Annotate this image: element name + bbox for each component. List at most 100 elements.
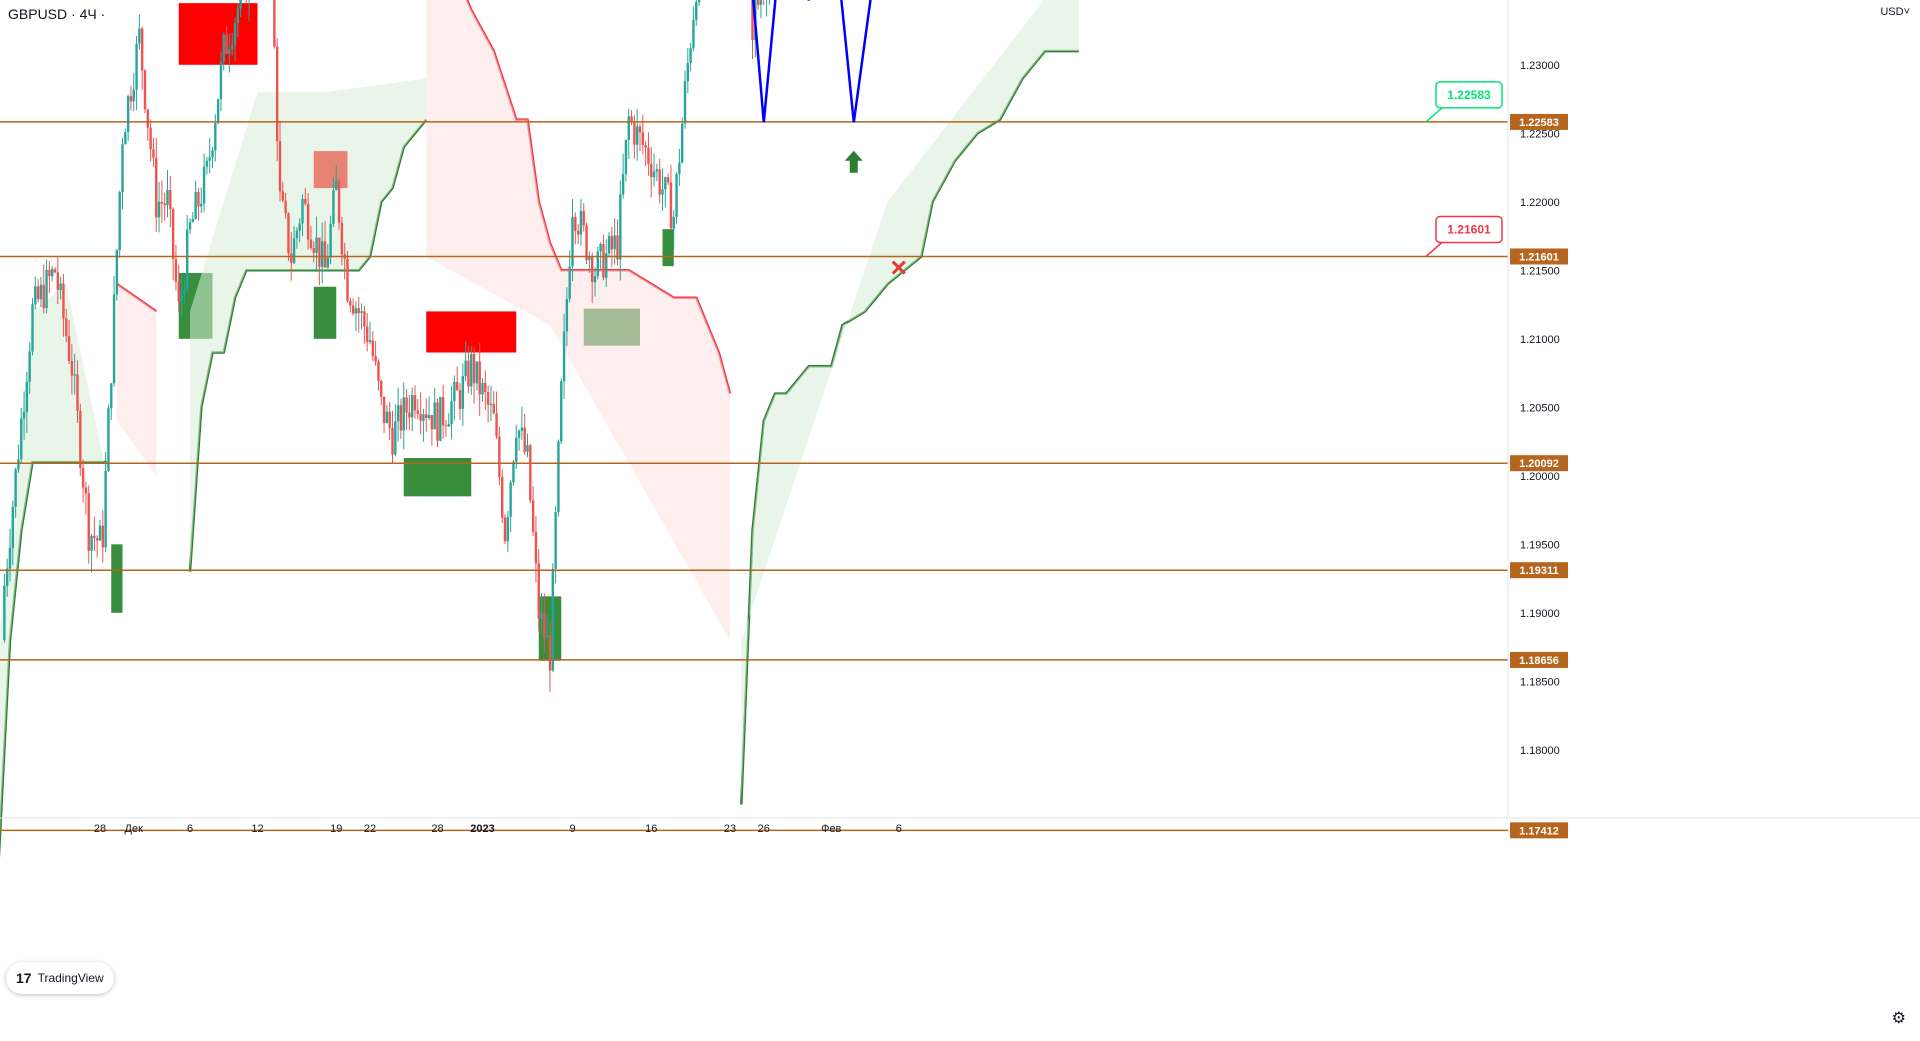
candle-body (517, 430, 521, 438)
candle-body (655, 169, 659, 172)
candle-body (312, 247, 315, 253)
candle-body (90, 535, 93, 551)
candle-body (633, 121, 636, 145)
price-tick-label: 1.19500 (1520, 539, 1560, 551)
candle-body (56, 272, 60, 290)
tradingview-logo-icon: 17 (16, 970, 32, 986)
candle-body (160, 201, 164, 204)
candle-body (534, 531, 538, 564)
candle-body (278, 141, 282, 192)
candle-body (281, 191, 285, 201)
candle-body (430, 414, 434, 430)
candle-body (543, 612, 546, 638)
candle-body (39, 284, 43, 300)
candle-body (346, 258, 349, 301)
candle-body (678, 162, 681, 175)
candle-body (475, 361, 479, 384)
candle-body (65, 318, 68, 337)
price-tick-label: 1.22000 (1520, 197, 1560, 209)
candle-body (492, 403, 495, 414)
level-price-tag-label: 1.21601 (1519, 251, 1559, 263)
candle-body (486, 392, 490, 405)
candle-body (658, 169, 661, 195)
candle-body (349, 300, 352, 306)
candle-body (194, 192, 197, 219)
candle-body (275, 46, 279, 142)
time-tick-label: 19 (330, 823, 342, 835)
candle-body (180, 293, 183, 302)
candle-body (98, 525, 102, 541)
gear-icon[interactable]: ⚙ (1891, 1010, 1906, 1027)
candle-body (439, 397, 442, 441)
level-price-tag (1510, 562, 1568, 579)
candle-body (70, 361, 74, 376)
candle-body (453, 381, 456, 402)
candle-body (174, 259, 178, 282)
candle-body (8, 547, 12, 569)
level-price-tag (1510, 455, 1568, 472)
symbol-title[interactable]: GBPUSD · 4Ч · (8, 6, 106, 22)
candle-body (115, 249, 119, 295)
candle-body (138, 28, 141, 44)
time-tick-label: Дек (125, 823, 144, 835)
candle-body (62, 283, 65, 319)
candle-body (638, 126, 642, 133)
candle-body (481, 382, 484, 395)
price-tick-label: 1.18000 (1520, 745, 1560, 757)
trend-band-fill (0, 284, 107, 835)
candle-body (410, 395, 414, 418)
price-tick-label: 1.20500 (1520, 402, 1560, 414)
level-price-tag-label: 1.19311 (1519, 565, 1558, 577)
currency-selector[interactable]: USD˅ (1880, 6, 1910, 18)
time-tick-label: 16 (645, 823, 657, 835)
level-callout-label: 1.21601 (1447, 222, 1491, 236)
time-tick-label: 12 (251, 823, 263, 835)
candle-body (101, 525, 105, 548)
candle-body (230, 44, 234, 50)
price-tick-label: 1.21500 (1520, 265, 1560, 277)
candle-body (121, 144, 124, 193)
candle-body (675, 174, 678, 217)
candle-body (551, 568, 555, 671)
candle-body (202, 166, 206, 204)
candle-body (605, 253, 608, 278)
candle-body (596, 251, 600, 277)
candle-body (292, 238, 296, 263)
candle-body (377, 361, 380, 381)
projection-layer (752, 0, 906, 275)
candle-body (616, 235, 619, 260)
cross-icon (891, 260, 906, 275)
trend-band-fill (741, 0, 1079, 805)
candle-body (405, 397, 408, 413)
level-price-tag (1510, 113, 1568, 130)
candle-body (661, 189, 664, 195)
candle-body (579, 210, 583, 235)
candle-body (416, 410, 420, 414)
tradingview-logo[interactable]: 17 TradingView (6, 962, 114, 994)
candle-body (484, 382, 487, 393)
candle-body (385, 411, 389, 424)
candle-body (22, 412, 26, 419)
candle-body (233, 23, 237, 45)
level-price-tag (1510, 248, 1568, 265)
candle-body (79, 410, 82, 468)
candle-body (205, 160, 209, 167)
candle-body (402, 397, 405, 431)
candle-body (177, 281, 180, 302)
candle-body (548, 635, 552, 671)
candle-body (351, 305, 355, 314)
candle-body (756, 0, 760, 5)
candle-body (95, 538, 99, 541)
candle-body (214, 122, 217, 151)
candle-body (132, 89, 135, 102)
tradingview-logo-text: TradingView (37, 971, 104, 985)
candle-body (50, 269, 54, 277)
candle-body (610, 235, 614, 250)
candle-body (374, 356, 377, 362)
candle-body (683, 81, 687, 124)
candle-body (565, 298, 569, 332)
level-callout-box (1435, 215, 1503, 244)
candle-body (3, 585, 6, 641)
